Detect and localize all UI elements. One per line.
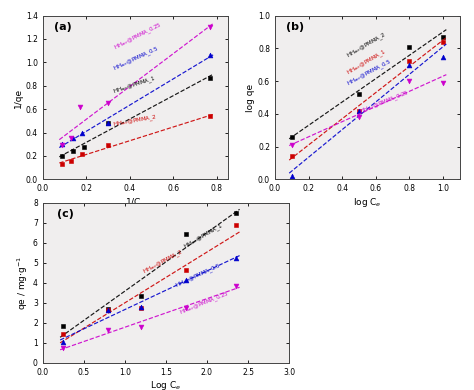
Text: HH$_{acr}$@PMMA_0.5: HH$_{acr}$@PMMA_0.5	[112, 44, 161, 74]
Text: HH$_{acr}$@PMMA_2: HH$_{acr}$@PMMA_2	[112, 113, 157, 130]
Text: HH$_{acr}$@PMMA_0.25: HH$_{acr}$@PMMA_0.25	[359, 89, 411, 117]
Text: (b): (b)	[286, 22, 304, 32]
Text: HH$_{acr}$@PMMA_1: HH$_{acr}$@PMMA_1	[112, 75, 157, 98]
Text: HH$_{acr}$@PMMA_0.25: HH$_{acr}$@PMMA_0.25	[178, 289, 231, 318]
Text: (a): (a)	[54, 22, 72, 32]
Y-axis label: 1/qe: 1/qe	[14, 87, 23, 108]
Text: HH$_{acr}$@PMMA_0.25: HH$_{acr}$@PMMA_0.25	[112, 21, 164, 53]
X-axis label: Log C$_e$: Log C$_e$	[150, 379, 182, 390]
Text: HH$_{acr}$@PMMA_1: HH$_{acr}$@PMMA_1	[182, 222, 226, 252]
Text: HH$_{acr}$@PMMA_1: HH$_{acr}$@PMMA_1	[346, 48, 389, 78]
Y-axis label: log qe: log qe	[246, 83, 255, 112]
X-axis label: 1/C$_e$: 1/C$_e$	[125, 196, 146, 209]
Text: (c): (c)	[57, 209, 74, 219]
Y-axis label: qe / mg$\cdot$g$^{-1}$: qe / mg$\cdot$g$^{-1}$	[16, 256, 30, 310]
Text: HH$_{acr}$@PMMA_0.5: HH$_{acr}$@PMMA_0.5	[174, 261, 223, 291]
Text: HH$_{acr}$@PMMA_0.5: HH$_{acr}$@PMMA_0.5	[346, 58, 394, 89]
Text: HH$_{acr}$@PMMA_2: HH$_{acr}$@PMMA_2	[141, 248, 185, 277]
Text: HH$_{acr}$@PMMA_2: HH$_{acr}$@PMMA_2	[346, 31, 389, 62]
X-axis label: log C$_e$: log C$_e$	[353, 196, 382, 209]
